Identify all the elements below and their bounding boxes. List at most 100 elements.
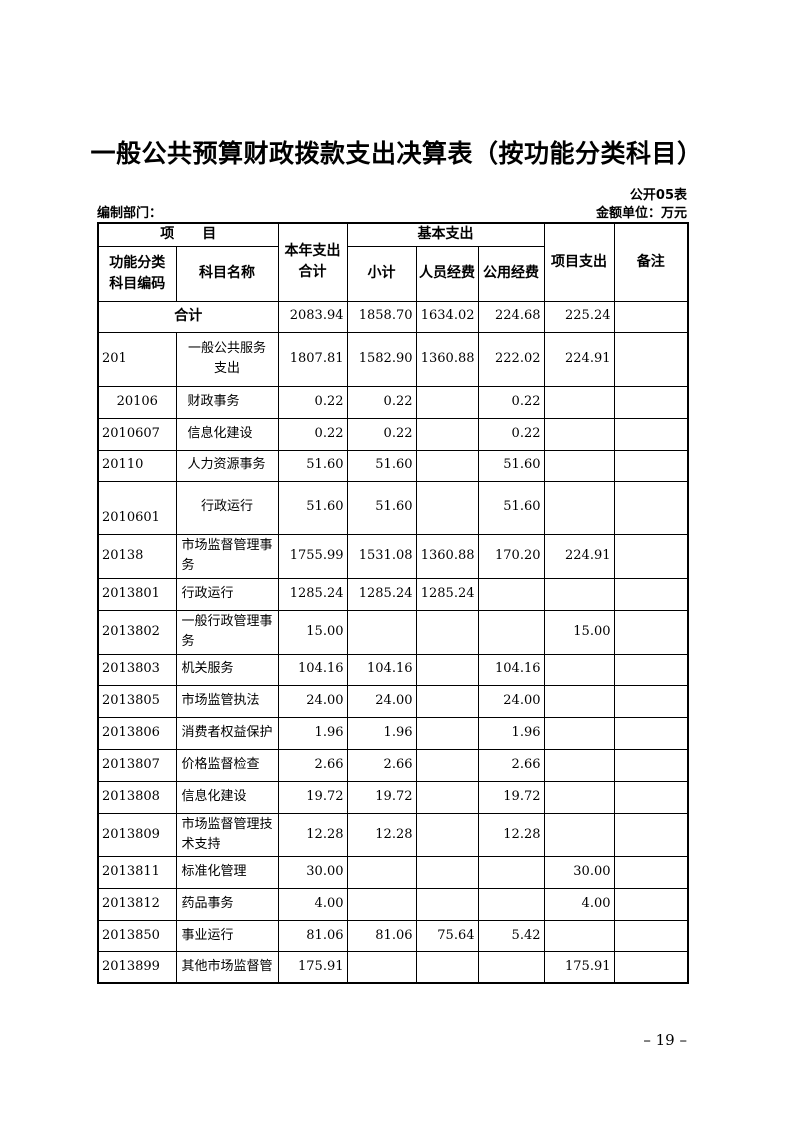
cell-value	[543, 748, 615, 782]
cell-value: 51.60	[277, 480, 348, 535]
cell-value: 19.72	[346, 780, 417, 814]
cell-value: 5.42	[477, 919, 545, 952]
cell-note	[613, 300, 689, 333]
cell-value	[543, 812, 615, 857]
cell-value: 0.22	[346, 417, 417, 451]
table-body: 合计 2083.94 1858.70 1634.02 224.68 225.24 201 一般…	[97, 300, 689, 984]
cell-value	[415, 609, 479, 655]
cell-value: 1634.02	[415, 300, 479, 333]
cell-value	[415, 887, 479, 921]
cell-value: 24.00	[477, 684, 545, 718]
meta-row: 编制部门： 金额单位：万元	[97, 202, 687, 221]
table-row: 2013899 其他市场监督管 175.91 175.91	[97, 950, 689, 984]
cell-value: 1531.08	[346, 533, 417, 579]
form-code-label: 公开05表	[629, 188, 687, 203]
cell-value	[346, 950, 417, 984]
cell-note	[613, 855, 689, 889]
cell-value: 12.28	[346, 812, 417, 857]
cell-value	[543, 480, 615, 535]
cell-code: 2013801	[97, 577, 177, 611]
table-row: 20106 财政事务 0.22 0.22 0.22	[97, 385, 689, 419]
table-row: 2013802 一般行政管理事务 15.00 15.00	[97, 609, 689, 655]
cell-value: 225.24	[543, 300, 615, 333]
cell-name: 一般公共服务 支出	[175, 331, 279, 387]
cell-note	[613, 331, 689, 387]
cell-value: 1582.90	[346, 331, 417, 387]
cell-value: 1.96	[346, 716, 417, 750]
header-item-group: 项 目	[97, 222, 279, 247]
cell-note	[613, 812, 689, 857]
cell-value	[543, 385, 615, 419]
cell-value: 1285.24	[277, 577, 348, 611]
cell-name: 市场监督管理事务	[175, 533, 279, 579]
cell-code: 2013808	[97, 780, 177, 814]
table-row: 2013806 消费者权益保护 1.96 1.96 1.96	[97, 716, 689, 750]
cell-value: 4.00	[543, 887, 615, 921]
cell-value	[477, 609, 545, 655]
cell-value: 12.28	[477, 812, 545, 857]
table-row: 2010607 信息化建设 0.22 0.22 0.22	[97, 417, 689, 451]
table-row: 2013850 事业运行 81.06 81.06 75.64 5.42	[97, 919, 689, 952]
cell-value: 12.28	[277, 812, 348, 857]
table-row: 2013811 标准化管理 30.00 30.00	[97, 855, 689, 889]
cell-value	[415, 417, 479, 451]
cell-value: 104.16	[346, 653, 417, 686]
cell-name: 一般行政管理事务	[175, 609, 279, 655]
cell-note	[613, 919, 689, 952]
cell-code: 2013807	[97, 748, 177, 782]
table-row: 2013812 药品事务 4.00 4.00	[97, 887, 689, 921]
cell-value: 15.00	[543, 609, 615, 655]
cell-value	[415, 716, 479, 750]
table-row: 合计 2083.94 1858.70 1634.02 224.68 225.24	[97, 300, 689, 333]
table-header: 项 目 本年支出 合计 基本支出 项目支出 备注 功能分类 科目编码 科目名称 …	[97, 222, 689, 302]
cell-value	[543, 449, 615, 482]
cell-note	[613, 780, 689, 814]
cell-value: 15.00	[277, 609, 348, 655]
cell-value: 0.22	[477, 385, 545, 419]
cell-name: 行政运行	[175, 480, 279, 535]
cell-code: 2013899	[97, 950, 177, 984]
cell-value: 75.64	[415, 919, 479, 952]
cell-total-label: 合计	[97, 300, 279, 333]
header-basic-group: 基本支出	[346, 222, 545, 247]
cell-value	[543, 577, 615, 611]
cell-value: 0.22	[477, 417, 545, 451]
cell-name: 机关服务	[175, 653, 279, 686]
cell-name: 人力资源事务	[175, 449, 279, 482]
cell-code: 2013803	[97, 653, 177, 686]
header-annual-total: 本年支出 合计	[277, 222, 348, 302]
cell-code: 2013805	[97, 684, 177, 718]
header-name: 科目名称	[175, 245, 279, 302]
cell-note	[613, 533, 689, 579]
cell-name: 财政事务	[175, 385, 279, 419]
cell-value: 0.22	[277, 385, 348, 419]
cell-code: 2013812	[97, 887, 177, 921]
cell-value: 81.06	[346, 919, 417, 952]
cell-value: 104.16	[277, 653, 348, 686]
cell-value	[477, 577, 545, 611]
cell-value: 19.72	[477, 780, 545, 814]
header-public: 公用经费	[477, 245, 545, 302]
cell-value: 24.00	[346, 684, 417, 718]
header-note: 备注	[613, 222, 689, 302]
prepared-by-label: 编制部门：	[97, 206, 163, 221]
cell-value	[415, 480, 479, 535]
cell-value: 0.22	[346, 385, 417, 419]
cell-value: 175.91	[277, 950, 348, 984]
unit-label: 金额单位：万元	[595, 206, 687, 221]
cell-value: 1807.81	[277, 331, 348, 387]
cell-value: 2.66	[277, 748, 348, 782]
cell-note	[613, 609, 689, 655]
cell-value	[415, 684, 479, 718]
cell-value: 224.68	[477, 300, 545, 333]
header-row-2: 功能分类 科目编码 科目名称 小计 人员经费 公用经费	[97, 245, 688, 302]
cell-code: 2013850	[97, 919, 177, 952]
cell-value: 1755.99	[277, 533, 348, 579]
table-row: 20110 人力资源事务 51.60 51.60 51.60	[97, 449, 689, 482]
cell-value: 224.91	[543, 331, 615, 387]
cell-value	[415, 653, 479, 686]
cell-value	[415, 385, 479, 419]
cell-name: 行政运行	[175, 577, 279, 611]
cell-value: 1858.70	[346, 300, 417, 333]
header-code: 功能分类 科目编码	[97, 245, 177, 302]
